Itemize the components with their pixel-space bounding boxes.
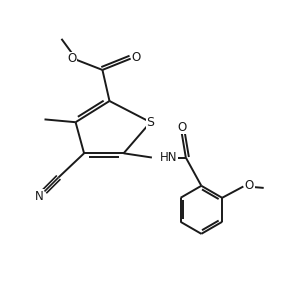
Text: N: N xyxy=(35,190,44,203)
Text: O: O xyxy=(245,180,254,192)
Text: S: S xyxy=(147,116,154,129)
Text: O: O xyxy=(131,51,140,64)
Text: O: O xyxy=(177,120,186,133)
Text: HN: HN xyxy=(160,151,177,164)
Text: O: O xyxy=(67,52,77,65)
